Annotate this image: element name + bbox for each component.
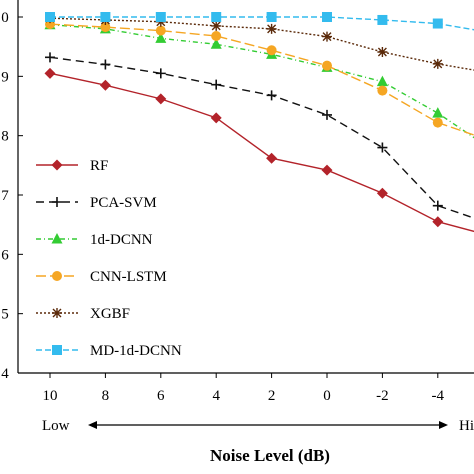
x-tick-label: 10 — [43, 388, 58, 404]
y-tick-label: 9 — [1, 69, 9, 85]
data-point-marker — [266, 23, 277, 34]
x-tick-label: 0 — [323, 388, 331, 404]
data-point-marker — [210, 112, 222, 124]
data-point-marker — [266, 12, 277, 22]
x-tick-label: 4 — [212, 388, 220, 404]
data-point-marker — [52, 197, 62, 207]
x-tick-label: 6 — [157, 388, 165, 404]
x-range-high-label: Hi — [459, 418, 474, 434]
legend-entry: PCA-SVM — [36, 195, 157, 211]
data-point-marker — [377, 14, 388, 25]
data-point-marker — [100, 59, 111, 70]
legend-entry: MD-1d-DCNN — [36, 343, 182, 359]
series-rf — [44, 67, 474, 233]
data-point-marker — [44, 67, 56, 79]
y-tick-label: 0 — [1, 10, 9, 26]
data-point-marker — [432, 107, 444, 118]
data-point-marker — [266, 90, 277, 101]
data-point-marker — [211, 79, 222, 90]
data-point-marker — [155, 25, 166, 36]
data-point-marker — [376, 75, 388, 87]
legend-label: RF — [90, 158, 108, 174]
data-point-marker — [52, 271, 62, 281]
legend-entry: RF — [36, 158, 108, 174]
series-line — [49, 17, 474, 71]
legend-entry: CNN-LSTM — [36, 269, 167, 285]
x-tick-label: -2 — [376, 388, 389, 404]
y-tick-label: 4 — [1, 366, 9, 382]
data-point-marker — [52, 308, 62, 318]
legend: RF PCA-SVM 1d-DCNN CNN-LSTM XGBF MD-1d-DCNN — [36, 158, 182, 359]
legend-label: CNN-LSTM — [90, 269, 167, 285]
series-line — [49, 24, 474, 139]
x-axis-extra: Low Hi Noise Level (dB) — [42, 418, 474, 465]
data-point-marker — [322, 109, 332, 120]
data-point-marker — [211, 12, 222, 22]
legend-entry: XGBF — [36, 306, 130, 322]
data-point-marker — [45, 12, 55, 22]
data-point-marker — [321, 164, 333, 176]
x-tick-label: -4 — [432, 388, 445, 404]
data-point-marker — [322, 60, 332, 71]
series-pca-svm — [45, 52, 474, 219]
data-point-marker — [266, 152, 278, 164]
series-xgbf — [45, 13, 474, 71]
legend-entry: 1d-DCNN — [36, 232, 153, 248]
data-point-marker — [377, 142, 388, 153]
legend-label: MD-1d-DCNN — [90, 343, 182, 359]
x-tick-label: 8 — [102, 388, 110, 404]
data-point-marker — [155, 32, 167, 43]
data-point-marker — [432, 216, 444, 228]
series-layer — [44, 12, 474, 233]
series-md-1d-dcnn — [45, 12, 474, 31]
y-tick-label: 6 — [1, 247, 9, 263]
x-tick-label: 2 — [268, 388, 276, 404]
legend-label: PCA-SVM — [90, 195, 157, 211]
arrow-left-icon — [88, 421, 97, 429]
data-point-marker — [51, 159, 63, 171]
data-point-marker — [211, 20, 222, 31]
x-range-low-label: Low — [42, 418, 70, 434]
data-point-marker — [52, 345, 62, 355]
data-point-marker — [45, 52, 55, 63]
data-point-marker — [100, 12, 111, 22]
data-point-marker — [377, 47, 388, 58]
data-point-marker — [432, 18, 443, 29]
y-tick-label: 8 — [1, 129, 9, 145]
legend-label: XGBF — [90, 306, 130, 322]
data-point-marker — [51, 233, 63, 244]
data-point-marker — [432, 58, 443, 69]
data-point-marker — [376, 187, 388, 199]
series-cnn-lstm — [45, 19, 474, 136]
data-point-marker — [100, 22, 111, 33]
series-line — [49, 23, 474, 136]
data-point-marker — [432, 200, 443, 211]
y-tick-label: 5 — [1, 307, 9, 323]
data-point-marker — [322, 12, 332, 22]
data-point-marker — [99, 79, 111, 91]
x-axis-title: Noise Level (dB) — [210, 446, 330, 465]
data-point-marker — [432, 117, 443, 128]
axes: 0 9 8 7 6 5 4 10 8 6 4 2 0 -2 -4 — [1, 0, 474, 404]
data-point-marker — [210, 38, 222, 49]
data-point-marker — [377, 85, 388, 96]
y-tick-label: 7 — [1, 188, 9, 204]
data-point-marker — [155, 93, 167, 105]
data-point-marker — [155, 68, 166, 79]
data-point-marker — [155, 12, 166, 22]
arrow-right-icon — [439, 421, 448, 429]
legend-label: 1d-DCNN — [90, 232, 153, 248]
data-point-marker — [266, 45, 277, 56]
data-point-marker — [211, 30, 222, 41]
data-point-marker — [322, 31, 332, 42]
series-line — [49, 72, 474, 233]
